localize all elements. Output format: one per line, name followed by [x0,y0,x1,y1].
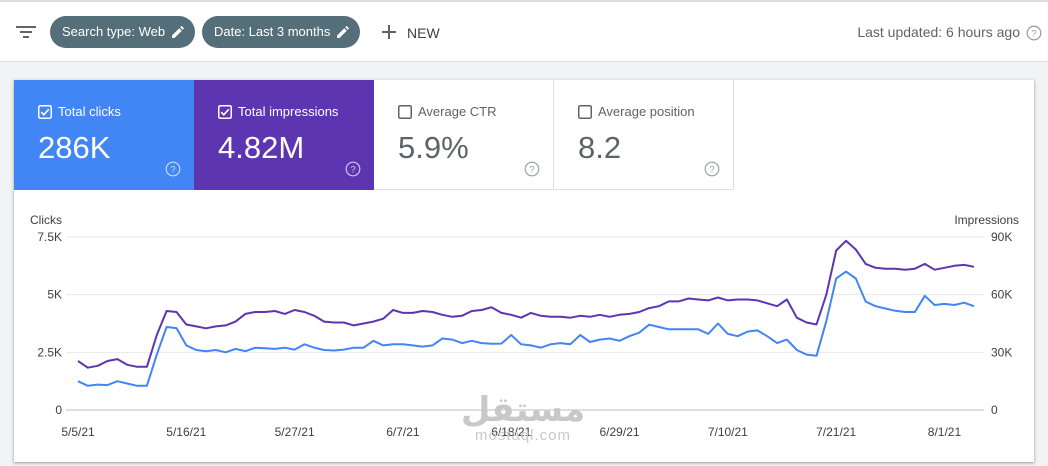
last-updated-text: Last updated: 6 hours ago [857,24,1020,40]
y-tick-label-right: 30K [991,345,1012,359]
x-tick-label: 7/21/21 [816,425,856,439]
help-icon[interactable]: ? [524,161,540,177]
date-range-chip-label: Date: Last 3 months [214,24,331,39]
performance-chart: 0 0 2.5K 30K 5K 60K 7.5K 90K Clicks Impressions 5/… [30,213,1019,439]
y-tick-label-left: 5K [47,288,62,302]
pencil-icon [172,25,185,38]
x-tick-label: 5/27/21 [275,425,315,439]
x-tick-label: 5/16/21 [166,425,206,439]
metric-label: Total clicks [58,104,121,119]
search-type-chip-label: Search type: Web [62,24,166,39]
svg-text:?: ? [170,165,175,176]
date-range-chip[interactable]: Date: Last 3 months [202,16,361,48]
x-tick-label: 7/10/21 [708,425,748,439]
y-tick-label-left: 7.5K [37,230,62,244]
svg-text:?: ? [709,165,714,176]
y-axis-label-right: Impressions [954,213,1019,227]
x-tick-label: 6/18/21 [491,425,531,439]
metric-average-ctr[interactable]: Average CTR 5.9% ? [374,80,554,190]
performance-card: Total clicks 286K ? Total impressions 4.… [14,80,1034,462]
metric-label: Average position [598,104,695,119]
metric-value: 286K [38,130,111,165]
plus-icon [382,25,396,39]
filter-list-icon[interactable] [15,22,37,42]
metric-label: Total impressions [238,104,339,119]
metric-average-position[interactable]: Average position 8.2 ? [554,80,734,190]
checkbox-unchecked-icon[interactable] [578,105,592,119]
watermark-text: mostaql.com [474,427,572,444]
series-line-impressions [77,239,975,369]
x-tick-label: 6/29/21 [600,425,640,439]
metric-label: Average CTR [418,104,497,119]
metric-total-clicks[interactable]: Total clicks 286K ? [14,80,194,190]
y-tick-label-right: 60K [991,288,1012,302]
help-icon[interactable]: ? [165,161,181,177]
watermark-logo: مستقل [460,390,586,430]
metric-value: 8.2 [578,130,622,165]
y-tick-label-right: 90K [991,230,1012,244]
x-tick-label: 8/1/21 [928,425,962,439]
help-icon[interactable]: ? [1026,25,1042,41]
metric-value: 5.9% [398,130,469,165]
checkbox-checked-icon[interactable] [38,105,52,119]
top-filter-bar: Search type: Web Date: Last 3 months NEW… [0,0,1048,62]
svg-text:?: ? [1031,29,1036,40]
y-axis-label-left: Clicks [30,213,62,227]
help-icon[interactable]: ? [345,161,361,177]
series-line-clicks [77,270,975,387]
search-type-chip[interactable]: Search type: Web [50,16,196,48]
help-icon[interactable]: ? [704,161,720,177]
x-tick-label: 6/7/21 [386,425,420,439]
checkbox-checked-icon[interactable] [218,105,232,119]
y-tick-label-left: 0 [55,403,62,417]
new-filter-button[interactable]: NEW [380,20,440,46]
svg-text:?: ? [529,165,534,176]
checkbox-unchecked-icon[interactable] [398,105,412,119]
svg-text:?: ? [350,165,355,176]
new-filter-label: NEW [407,25,440,41]
pencil-icon [337,25,350,38]
metric-value: 4.82M [218,130,305,165]
metric-total-impressions[interactable]: Total impressions 4.82M ? [194,80,374,190]
y-tick-label-left: 2.5K [37,345,62,359]
x-tick-label: 5/5/21 [61,425,95,439]
mostaql-watermark: مستقل mostaql.com [460,392,586,444]
y-tick-label-right: 0 [991,403,998,417]
